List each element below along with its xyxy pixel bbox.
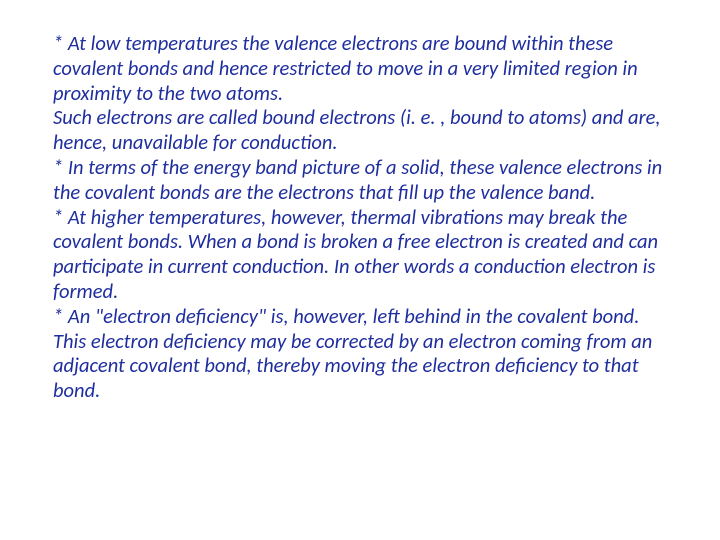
paragraph: Such electrons are called bound electron… xyxy=(53,105,670,155)
paragraph: * In terms of the energy band picture of… xyxy=(53,155,670,205)
slide-container: * At low temperatures the valence electr… xyxy=(0,0,720,540)
body-text: * At low temperatures the valence electr… xyxy=(53,31,670,403)
paragraph: * An "electron deficiency" is, however, … xyxy=(53,304,670,403)
paragraph: * At low temperatures the valence electr… xyxy=(53,31,670,105)
paragraph: * At higher temperatures, however, therm… xyxy=(53,205,670,304)
